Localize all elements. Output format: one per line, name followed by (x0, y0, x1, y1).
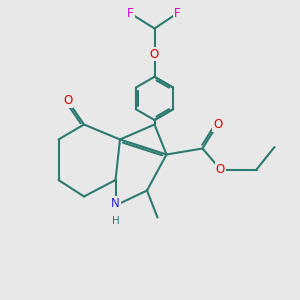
Text: O: O (216, 163, 225, 176)
Text: H: H (112, 216, 119, 226)
Text: F: F (127, 7, 134, 20)
Text: O: O (150, 47, 159, 61)
Text: N: N (111, 197, 120, 210)
Text: O: O (63, 94, 72, 107)
Text: F: F (174, 7, 180, 20)
Text: O: O (213, 118, 222, 131)
